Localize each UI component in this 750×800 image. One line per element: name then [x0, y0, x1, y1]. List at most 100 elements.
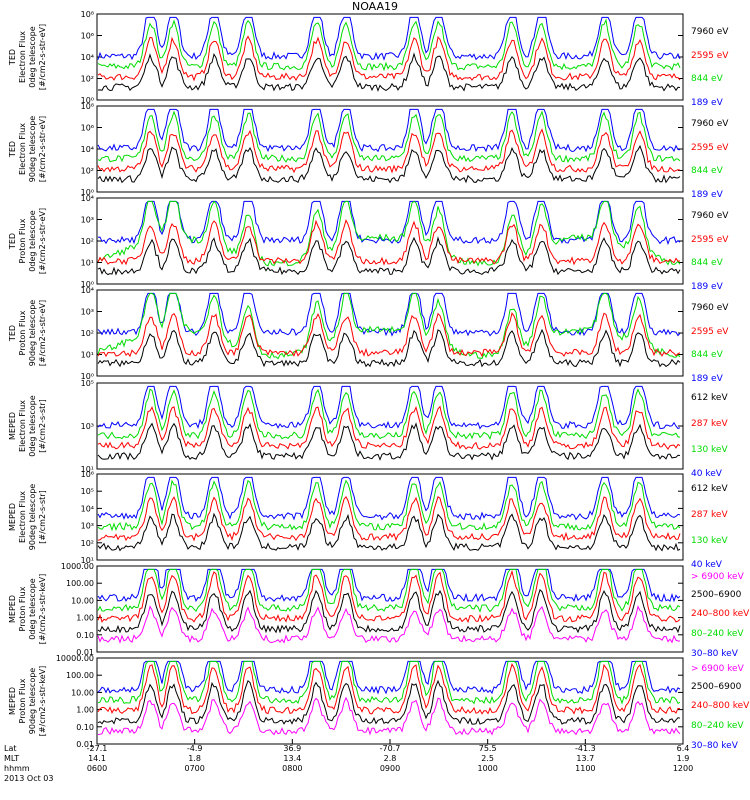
x-tick-label: 13.4 — [283, 754, 301, 763]
x-tick-label: 0800 — [282, 764, 302, 773]
y-tick-label: 10¹ — [81, 556, 94, 565]
series-line — [97, 144, 681, 184]
x-tick-label: 2.5 — [481, 754, 494, 763]
y-tick-label: 10⁶ — [81, 470, 94, 479]
series-line — [97, 292, 681, 360]
y-tick-label: 10³ — [81, 522, 94, 531]
x-tick-label: 1100 — [575, 764, 595, 773]
x-tick-label: -4.9 — [187, 744, 203, 753]
series-line — [97, 35, 681, 82]
series-line — [97, 18, 681, 72]
legend-label: 189 eV — [691, 282, 724, 292]
y-axis-label: 90deg telescope — [28, 668, 37, 735]
x-tick-label: 0700 — [184, 764, 204, 773]
legend-label: 80–240 keV — [691, 721, 744, 731]
y-tick-label: 0.10 — [76, 723, 94, 732]
title: NOAA19 — [351, 0, 399, 13]
y-axis-label: TED — [8, 49, 17, 66]
x-tick-label: 13.7 — [576, 754, 594, 763]
series-line — [97, 312, 681, 358]
legend-label: 287 keV — [691, 510, 728, 520]
date-label: 2013 Oct 03 — [4, 774, 53, 783]
x-tick-label: 1000 — [477, 764, 497, 773]
panel-frame — [96, 657, 684, 745]
y-tick-label: 10⁰ — [81, 280, 94, 289]
y-axis-label: 0deg telescope — [28, 210, 37, 271]
series-line — [97, 568, 681, 613]
legend-label: 189 eV — [691, 374, 724, 384]
series-line — [97, 512, 681, 552]
series-line — [97, 660, 681, 695]
y-axis-label: TED — [8, 141, 17, 158]
series-line — [97, 679, 681, 725]
series-line — [97, 385, 681, 430]
y-axis-label: 90deg telescope — [28, 300, 37, 367]
y-tick-label: 10¹ — [81, 259, 94, 268]
y-tick-label: 10² — [81, 167, 94, 176]
y-axis-label: Proton Flux — [18, 310, 27, 355]
legend-label: 287 keV — [691, 419, 728, 429]
series-line — [97, 16, 681, 61]
y-tick-label: 0.10 — [76, 631, 94, 640]
y-tick-label: 100.00 — [66, 579, 94, 588]
x-tick-label: 0900 — [380, 764, 400, 773]
y-tick-label: 100.00 — [66, 671, 94, 680]
legend-label: 130 keV — [691, 536, 728, 546]
series-line — [97, 236, 681, 276]
y-tick-label: 10⁸ — [81, 102, 94, 111]
x-tick-label: 1.8 — [188, 754, 201, 763]
y-tick-label: 10⁴ — [81, 504, 94, 513]
x-tick-label: 75.5 — [479, 744, 497, 753]
y-axis-label: 90deg telescope — [28, 116, 37, 183]
x-row-label: MLT — [4, 754, 19, 763]
series-line — [97, 200, 681, 246]
y-axis-label: 0deg telescope — [28, 26, 37, 87]
x-tick-label: 1.9 — [677, 754, 690, 763]
y-tick-label: 1.00 — [76, 614, 94, 623]
series-line — [97, 479, 681, 532]
y-axis-label: Proton Flux — [18, 218, 27, 263]
legend-label: 80–240 keV — [691, 629, 744, 639]
y-axis-label: TED — [8, 233, 17, 250]
legend-label: 130 keV — [691, 445, 728, 455]
y-axis-label: MEPED — [8, 503, 17, 531]
y-tick-label: 10⁴ — [81, 53, 94, 62]
series-line — [97, 660, 681, 705]
y-axis-label: [#/cm2-s-str-eV] — [38, 208, 47, 274]
legend-label: 40 keV — [691, 469, 723, 479]
y-tick-label: 10.00 — [71, 596, 94, 605]
legend-label: 7960 eV — [691, 303, 729, 313]
series-line — [97, 663, 681, 715]
x-tick-label: 2.8 — [384, 754, 397, 763]
y-tick-label: 10⁶ — [81, 124, 94, 133]
y-tick-label: 10.00 — [71, 688, 94, 697]
x-row-label: Lat — [4, 744, 17, 753]
y-axis-label: Proton Flux — [18, 586, 27, 631]
y-axis-label: [#/cm2-s-str-eV] — [38, 300, 47, 366]
y-tick-label: 10⁸ — [81, 10, 94, 19]
legend-label: 844 eV — [691, 166, 724, 176]
y-tick-label: 10⁵ — [81, 379, 94, 388]
y-tick-label: 10² — [81, 329, 94, 338]
series-line — [97, 422, 681, 461]
panel-frame — [96, 473, 684, 561]
y-axis-label: Electron Flux — [18, 400, 27, 452]
x-tick-label: -27.1 — [87, 744, 108, 753]
legend-label: 189 eV — [691, 98, 724, 108]
legend-label: 30–80 keV — [691, 649, 739, 659]
legend-label: 844 eV — [691, 350, 724, 360]
x-tick-label: 1200 — [673, 764, 693, 773]
x-tick-label: 6.4 — [677, 744, 690, 753]
y-axis-label: MEPED — [8, 687, 17, 715]
series-line — [97, 108, 681, 153]
legend-label: 189 eV — [691, 190, 724, 200]
y-axis-label: [#/cm2-s-str-eV] — [38, 24, 47, 90]
legend-label: 2500–6900 — [691, 682, 742, 692]
series-line — [97, 605, 680, 644]
y-axis-label: Electron Flux — [18, 123, 27, 175]
y-axis-label: 90deg telescope — [28, 484, 37, 551]
y-axis-label: [#/cm2-s-str-keV] — [38, 666, 47, 737]
y-axis-label: Electron Flux — [18, 31, 27, 83]
y-tick-label: 10² — [81, 237, 94, 246]
y-axis-label: [#/cm2-s-str] — [38, 490, 47, 543]
